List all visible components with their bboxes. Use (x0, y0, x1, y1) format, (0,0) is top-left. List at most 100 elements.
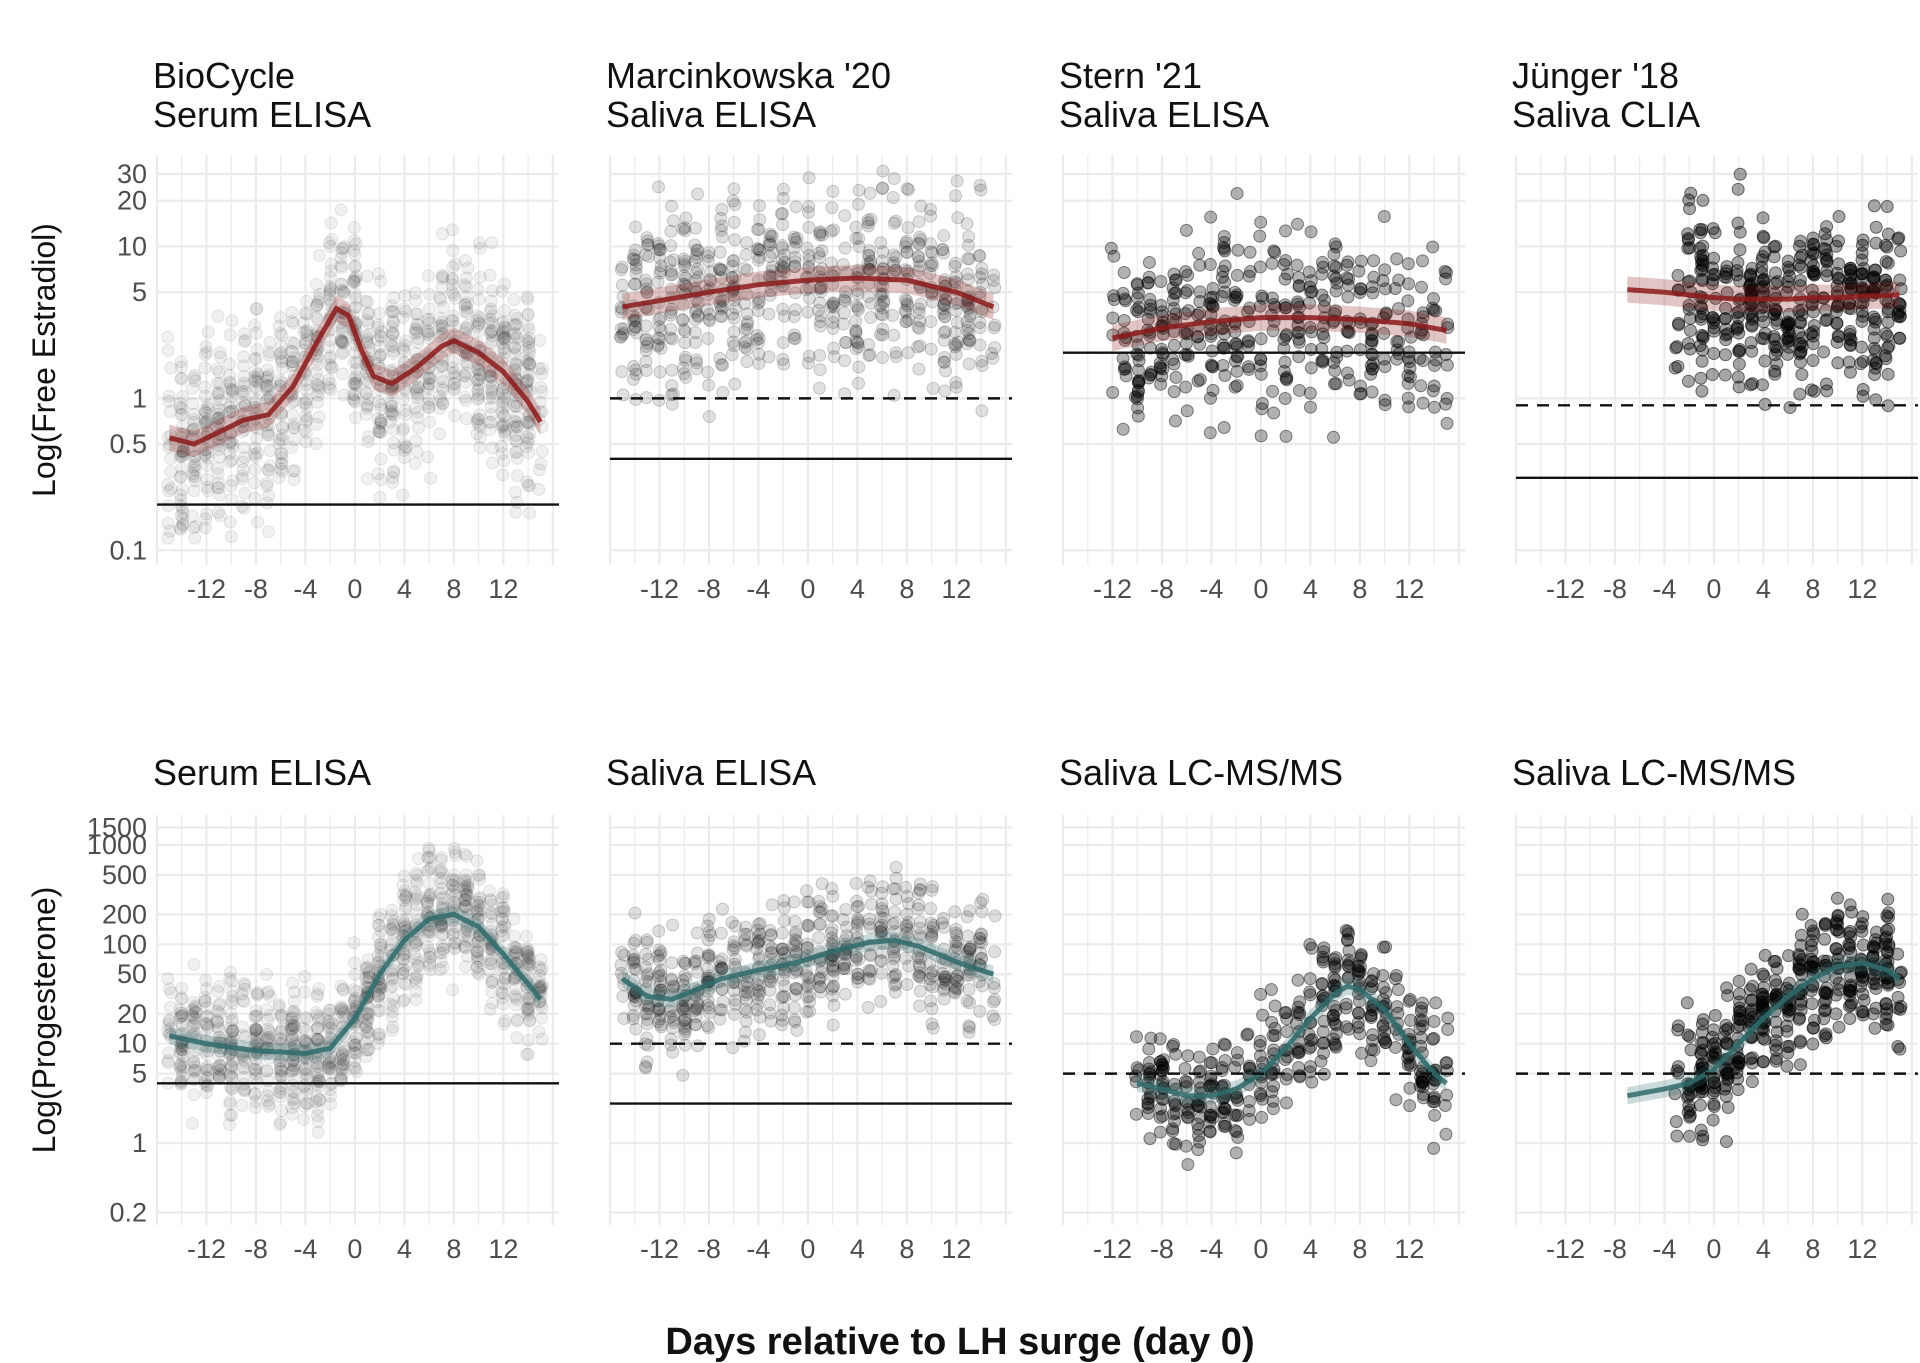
data-point (237, 327, 251, 341)
data-point (923, 237, 937, 251)
y-tick-label: 1 (132, 1128, 147, 1158)
data-point (260, 391, 274, 405)
data-point (1879, 352, 1893, 366)
data-point (287, 994, 301, 1008)
data-point (911, 340, 925, 354)
data-point (1781, 331, 1795, 345)
data-point (678, 1038, 692, 1052)
data-point (962, 942, 976, 956)
data-point (484, 336, 498, 350)
data-point (225, 389, 239, 403)
data-point (1683, 202, 1697, 216)
data-point (337, 388, 351, 402)
data-point (211, 467, 225, 481)
data-point (161, 478, 175, 492)
data-point (263, 345, 277, 359)
data-point (1719, 267, 1733, 281)
data-point (1206, 1042, 1220, 1056)
data-point (960, 314, 974, 328)
data-point (864, 296, 878, 310)
data-point (1426, 292, 1440, 306)
facet-title-line1: BioCycle (153, 55, 295, 96)
data-point (322, 236, 336, 250)
data-point (386, 326, 400, 340)
data-point (1806, 354, 1820, 368)
data-point (374, 413, 388, 427)
x-axis-label: Days relative to LH surge (day 0) (665, 1321, 1254, 1363)
data-point (975, 979, 989, 993)
data-point (1881, 227, 1895, 241)
data-point (263, 379, 277, 393)
data-point (973, 1004, 987, 1018)
x-tick-label: 0 (347, 1234, 362, 1264)
data-point (433, 963, 447, 977)
data-point (174, 371, 188, 385)
data-point (188, 531, 202, 545)
data-point (1290, 258, 1304, 272)
data-point (521, 436, 535, 450)
data-point (485, 975, 499, 989)
data-point (1215, 1061, 1229, 1075)
data-point (763, 998, 777, 1012)
data-point (435, 269, 449, 283)
data-point (484, 294, 498, 308)
data-point (1341, 290, 1355, 304)
data-point (410, 445, 424, 459)
data-point (1254, 987, 1268, 1001)
data-point (250, 1058, 264, 1072)
data-point (334, 203, 348, 217)
data-point (495, 891, 509, 905)
data-point (199, 406, 213, 420)
data-point (510, 469, 524, 483)
data-point (1167, 385, 1181, 399)
data-point (801, 356, 815, 370)
data-point (473, 242, 487, 256)
data-point (297, 396, 311, 410)
data-point (750, 329, 764, 343)
data-point (336, 285, 350, 299)
x-tick-label: 0 (1706, 574, 1721, 604)
data-point (1755, 253, 1769, 267)
data-point (1843, 338, 1857, 352)
data-point (213, 1006, 227, 1020)
data-point (1267, 1079, 1281, 1093)
data-point (309, 278, 323, 292)
data-point (1131, 409, 1145, 423)
data-point (275, 328, 289, 342)
data-point (1254, 215, 1268, 229)
data-point (1806, 237, 1820, 251)
facet-title-line1: Jünger '18 (1512, 55, 1679, 96)
data-point (1342, 272, 1356, 286)
data-point (298, 336, 312, 350)
data-point (261, 1074, 275, 1088)
data-point (472, 868, 486, 882)
data-point (1414, 280, 1428, 294)
facet-title-line2: Saliva ELISA (606, 752, 816, 793)
data-point (237, 350, 251, 364)
data-point (273, 383, 287, 397)
data-point (889, 892, 903, 906)
data-point (701, 933, 715, 947)
data-point (485, 996, 499, 1010)
data-point (348, 388, 362, 402)
data-point (629, 367, 643, 381)
data-point (1683, 342, 1697, 356)
data-point (1153, 1032, 1167, 1046)
data-point (912, 969, 926, 983)
data-point (396, 994, 410, 1008)
data-point (187, 1088, 201, 1102)
data-point (727, 1007, 741, 1021)
data-point (334, 334, 348, 348)
data-point (666, 1045, 680, 1059)
data-point (1304, 274, 1318, 288)
data-point (459, 394, 473, 408)
data-point (701, 365, 715, 379)
data-point (299, 435, 313, 449)
data-point (310, 298, 324, 312)
data-point (188, 368, 202, 382)
data-point (950, 174, 964, 188)
data-point (397, 869, 411, 883)
data-point (163, 982, 177, 996)
data-point (532, 1025, 546, 1039)
data-point (359, 1036, 373, 1050)
